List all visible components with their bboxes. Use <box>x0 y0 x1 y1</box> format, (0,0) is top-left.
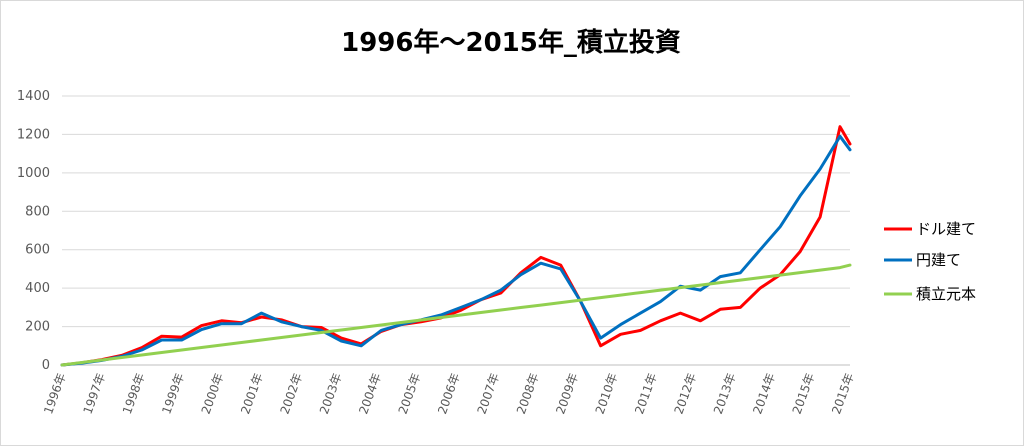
x-tick-label: 2008年 <box>514 371 542 416</box>
series-line <box>60 134 852 367</box>
x-tick-label: 2009年 <box>553 371 581 416</box>
x-tick-label: 2006年 <box>435 371 463 416</box>
x-tick-label: 2012年 <box>672 371 700 416</box>
y-tick-label: 0 <box>42 358 50 373</box>
x-tick-label: 2014年 <box>750 371 778 416</box>
x-tick-label: 2011年 <box>632 371 660 416</box>
x-tick-label: 2010年 <box>593 371 621 416</box>
series-line <box>60 125 852 367</box>
y-axis-ticks: 0 200 400 600 800 1000 1200 1400 <box>17 89 50 373</box>
x-axis-ticks: 1996年 1997年 1998年 1999年 2000年 2001年 2002年 2003年… <box>41 371 857 416</box>
x-tick-label: 2002年 <box>278 371 306 416</box>
x-tick-label: 2013年 <box>711 371 739 416</box>
y-tick-label: 1200 <box>17 127 50 142</box>
y-tick-label: 800 <box>25 204 50 219</box>
x-tick-label: 2003年 <box>317 371 345 416</box>
x-tick-label: 2015年 <box>829 371 857 416</box>
x-tick-label: 2005年 <box>396 371 424 416</box>
y-tick-label: 400 <box>25 281 50 296</box>
y-tick-label: 1000 <box>17 166 50 181</box>
x-tick-label: 2000年 <box>199 371 227 416</box>
x-tick-label: 2007年 <box>475 371 503 416</box>
y-tick-label: 200 <box>25 320 50 335</box>
gridlines <box>62 95 850 366</box>
x-tick-label: 2015年 <box>790 371 818 416</box>
legend-label: 積立元本 <box>916 285 976 303</box>
x-tick-label: 2001年 <box>238 371 266 416</box>
series-line <box>60 263 852 367</box>
x-tick-label: 2004年 <box>356 371 384 416</box>
legend-label: 円建て <box>916 251 961 269</box>
chart-title: 1996年～2015年_積立投資 <box>341 28 681 58</box>
y-tick-label: 1400 <box>17 89 50 104</box>
series-lines <box>60 125 852 367</box>
y-tick-label: 600 <box>25 243 50 258</box>
x-tick-label: 1997年 <box>81 371 109 416</box>
x-tick-label: 1999年 <box>159 371 187 416</box>
x-tick-label: 1998年 <box>120 371 148 416</box>
x-tick-label: 1996年 <box>41 371 69 416</box>
legend-label: ドル建て <box>916 220 976 238</box>
